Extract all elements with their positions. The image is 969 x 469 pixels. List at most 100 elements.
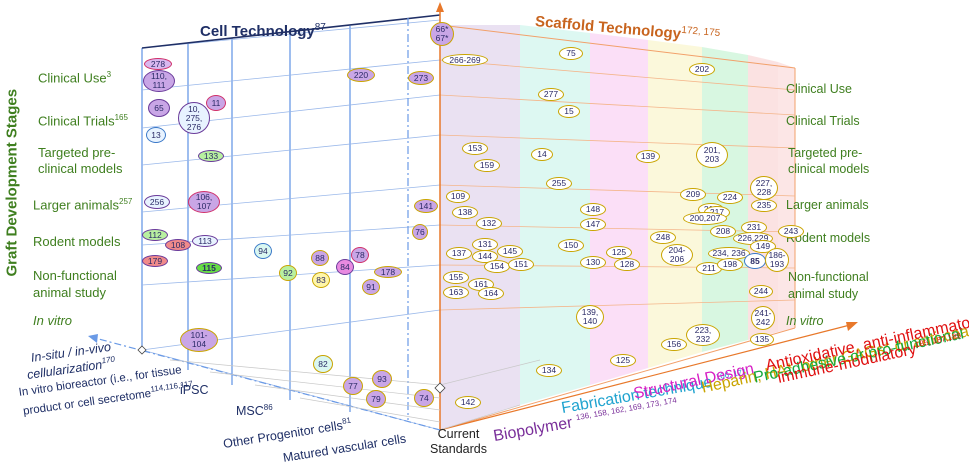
study-bubble: 153 bbox=[462, 142, 488, 155]
study-bubble: 94 bbox=[254, 243, 272, 259]
study-bubble: 132 bbox=[476, 217, 502, 230]
y-axis-title: Graft Development Stages bbox=[3, 88, 21, 277]
panel-fabrication bbox=[520, 25, 590, 405]
floor-grid bbox=[169, 359, 541, 431]
study-bubble: 224 bbox=[717, 191, 743, 204]
stage-right-larger-animals: Larger animals bbox=[786, 198, 869, 212]
study-bubble: 223, 232 bbox=[686, 324, 720, 346]
study-bubble: 74 bbox=[414, 389, 434, 407]
panel-structural bbox=[590, 33, 648, 385]
study-bubble: 141 bbox=[414, 199, 438, 213]
study-bubble: 133 bbox=[198, 150, 224, 162]
study-bubble: 93 bbox=[372, 370, 392, 388]
study-bubble: 66* 67* bbox=[430, 22, 454, 46]
study-bubble: 106, 107 bbox=[188, 191, 220, 213]
study-bubble: 125 bbox=[610, 354, 636, 367]
study-bubble: 85 bbox=[744, 253, 766, 269]
stage-left-targeted-2: clinical models bbox=[38, 161, 123, 176]
study-bubble: 150 bbox=[558, 239, 584, 252]
stage-left-clinical-trials: Clinical Trials165 bbox=[38, 113, 128, 129]
cell-axis-ipsc: iPSC bbox=[180, 383, 209, 397]
study-bubble: 163 bbox=[443, 286, 469, 299]
study-bubble: 278 bbox=[144, 58, 172, 70]
study-bubble: 209 bbox=[680, 188, 706, 201]
study-bubble: 202 bbox=[689, 63, 715, 76]
study-bubble: 137 bbox=[446, 247, 472, 260]
study-bubble: 186- 193 bbox=[765, 248, 789, 272]
study-bubble: 159 bbox=[474, 159, 500, 172]
study-bubble: 13 bbox=[146, 127, 166, 143]
study-bubble: 255 bbox=[546, 177, 572, 190]
stage-right-clinical-use: Clinical Use bbox=[786, 82, 852, 96]
study-bubble: 82 bbox=[313, 355, 333, 373]
study-bubble: 139 bbox=[636, 150, 660, 163]
study-bubble: 112 bbox=[142, 229, 168, 241]
study-bubble: 79 bbox=[366, 390, 386, 408]
stage-right-targeted-1: Targeted pre- bbox=[788, 146, 863, 160]
study-bubble: 77 bbox=[343, 377, 363, 395]
study-bubble: 142 bbox=[455, 396, 481, 409]
study-bubble: 10, 275, 276 bbox=[178, 102, 210, 134]
study-bubble: 134 bbox=[536, 364, 562, 377]
stage-left-larger-animals: Larger animals257 bbox=[33, 197, 133, 213]
study-bubble: 248 bbox=[650, 231, 676, 244]
study-bubble: 128 bbox=[614, 258, 640, 271]
study-bubble: 179 bbox=[142, 255, 168, 267]
stage-left-clinical-use: Clinical Use3 bbox=[38, 70, 112, 86]
stage-right-targeted-2: clinical models bbox=[788, 162, 870, 176]
study-bubble: 15 bbox=[558, 105, 580, 118]
study-bubble: 198 bbox=[717, 258, 743, 271]
study-bubble: 109 bbox=[446, 190, 470, 203]
study-bubble: 235 bbox=[751, 199, 777, 212]
panel-heparin bbox=[648, 40, 702, 368]
study-bubble: 151 bbox=[508, 258, 534, 271]
study-bubble: 138 bbox=[452, 206, 478, 219]
cell-technology-title: Cell Technology87 bbox=[200, 22, 326, 40]
study-bubble: 88 bbox=[311, 250, 329, 266]
stage-left-nonfunctional-1: Non-functional bbox=[33, 268, 117, 283]
stage-right-rodent: Rodent models bbox=[786, 231, 871, 245]
study-bubble: 92 bbox=[279, 265, 297, 281]
study-bubble: 256 bbox=[144, 195, 170, 209]
stage-left-nonfunctional-2: animal study bbox=[33, 285, 106, 300]
study-bubble: 65 bbox=[148, 99, 170, 117]
study-bubble: 201, 203 bbox=[696, 142, 728, 168]
left-cube-frame bbox=[141, 26, 351, 412]
study-bubble: 148 bbox=[580, 203, 606, 216]
study-bubble: 204- 206 bbox=[661, 244, 693, 266]
study-bubble: 244 bbox=[749, 285, 773, 298]
study-bubble: 130 bbox=[580, 256, 606, 269]
stage-left-in-vitro: In vitro bbox=[33, 313, 73, 328]
study-bubble: 227, 228 bbox=[750, 176, 778, 200]
study-bubble: 178 bbox=[374, 266, 402, 278]
study-bubble: 110, 111 bbox=[143, 70, 175, 92]
study-bubble: 139, 140 bbox=[576, 305, 604, 329]
study-bubble: 277 bbox=[538, 88, 564, 101]
study-bubble: 115 bbox=[196, 262, 222, 274]
study-bubble: 200,207 bbox=[683, 212, 727, 225]
study-bubble: 154 bbox=[484, 260, 510, 273]
current-standards-label: Current Standards bbox=[430, 427, 487, 456]
study-bubble: 75 bbox=[559, 47, 583, 60]
stage-right-in-vitro: In vitro bbox=[786, 314, 824, 328]
stage-right-clinical-trials: Clinical Trials bbox=[786, 114, 860, 128]
study-bubble: 14 bbox=[531, 148, 553, 161]
study-bubble: 220 bbox=[347, 68, 375, 82]
study-bubble: 145 bbox=[497, 245, 523, 258]
study-bubble: 83 bbox=[312, 272, 330, 288]
stage-right-nonfunctional-2: animal study bbox=[788, 287, 859, 301]
study-bubble: 84 bbox=[336, 259, 354, 275]
study-bubble: 273 bbox=[408, 71, 434, 85]
study-bubble: 125 bbox=[606, 246, 632, 259]
study-bubble: 11 bbox=[206, 95, 226, 111]
study-bubble: 76 bbox=[412, 224, 428, 240]
study-bubble: 208 bbox=[710, 225, 736, 238]
study-bubble: 266-269 bbox=[442, 54, 488, 66]
study-bubble: 155 bbox=[443, 271, 469, 284]
study-bubble: 147 bbox=[580, 218, 606, 231]
study-bubble: 108 bbox=[165, 239, 191, 251]
stage-left-rodent: Rodent models bbox=[33, 234, 121, 249]
stage-left-targeted-1: Targeted pre- bbox=[38, 145, 116, 160]
study-bubble: 78 bbox=[351, 247, 369, 263]
